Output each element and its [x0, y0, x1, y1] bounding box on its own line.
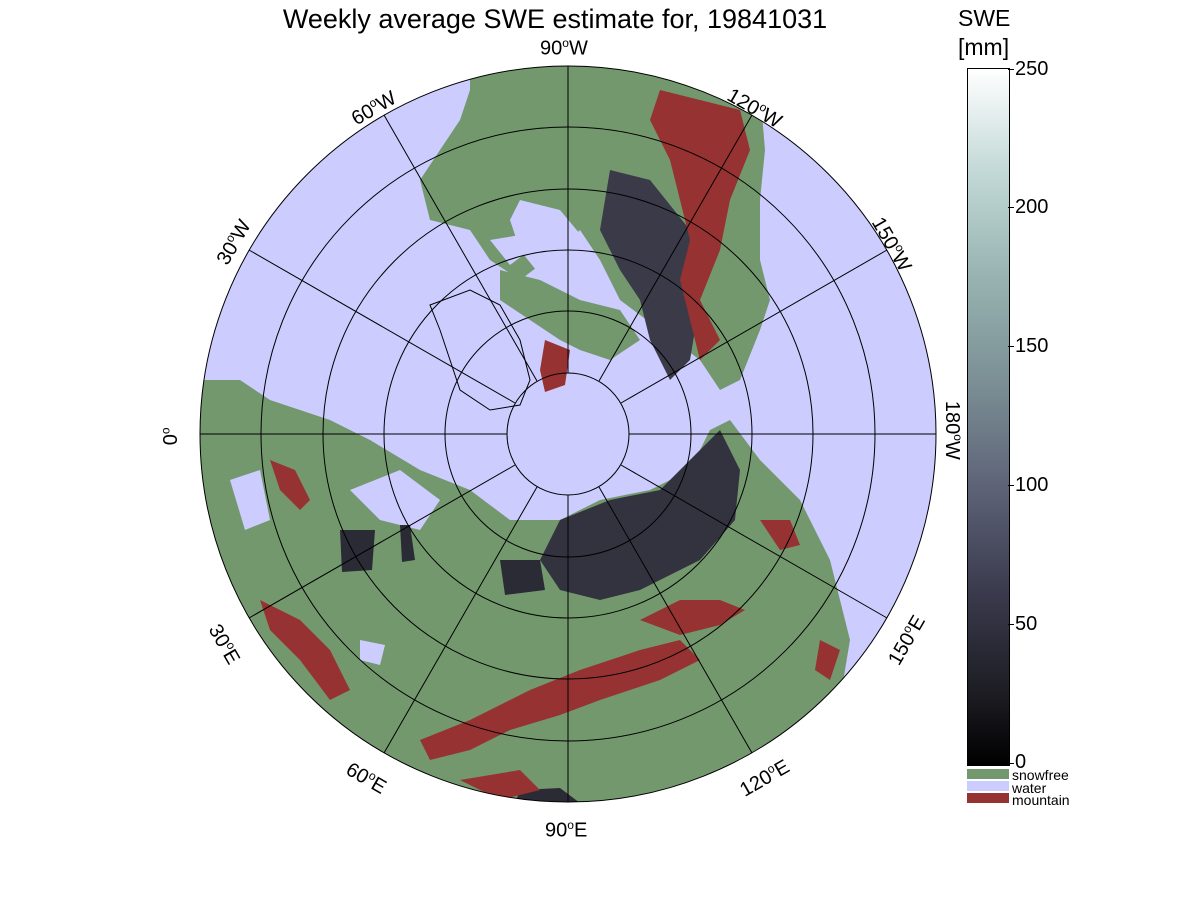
colorbar-title-swe: SWE — [958, 5, 1011, 31]
hudson-bay — [510, 200, 585, 275]
colorbar-title: SWE [mm] — [958, 4, 1010, 62]
mountain-rockies — [650, 90, 750, 360]
colorbar-tick-label-200: 200 — [1015, 196, 1049, 218]
snow-canada — [600, 170, 700, 380]
snow-siberia — [540, 430, 740, 600]
colorbar-tick-label-150: 150 — [1015, 335, 1049, 357]
colorbar-tick-label-100: 100 — [1015, 474, 1049, 496]
colorbar-tick — [1008, 763, 1014, 764]
mountain-himalaya — [420, 640, 700, 760]
map-title: Weekly average SWE estimate for, 1984103… — [282, 4, 828, 34]
lon-label-180w: 180oW — [941, 400, 965, 460]
colorbar-tick — [1008, 485, 1014, 486]
legend-label-water: water — [1012, 780, 1047, 796]
legend-swatch-snowfree — [967, 769, 1009, 779]
colorbar-tick-label-50: 50 — [1015, 613, 1038, 635]
colorbar-tick-label-250: 250 — [1015, 58, 1049, 80]
lon-label-90e: 90oE — [545, 818, 588, 842]
legend-label-snowfree: snowfree — [1012, 767, 1069, 783]
legend-label-mountain: mountain — [1012, 792, 1070, 808]
colorbar-title-unit: [mm] — [958, 34, 1010, 60]
lon-label-90w: 90oW — [540, 36, 588, 60]
mountain-europe — [270, 460, 310, 510]
colorbar-tick — [1008, 69, 1014, 70]
legend-swatch-water — [967, 781, 1009, 791]
mountain-central-asia — [640, 600, 745, 635]
colorbar-tick-label-0: 0 — [1015, 751, 1027, 773]
colorbar-tick — [1008, 624, 1014, 625]
legend-swatch-mountain — [967, 793, 1009, 803]
colorbar-tick — [1008, 207, 1014, 208]
colorbar-gradient — [967, 68, 1010, 766]
arctic-archipelago — [500, 270, 640, 360]
lon-label-0: 0o — [158, 427, 183, 446]
colorbar-tick — [1008, 346, 1014, 347]
